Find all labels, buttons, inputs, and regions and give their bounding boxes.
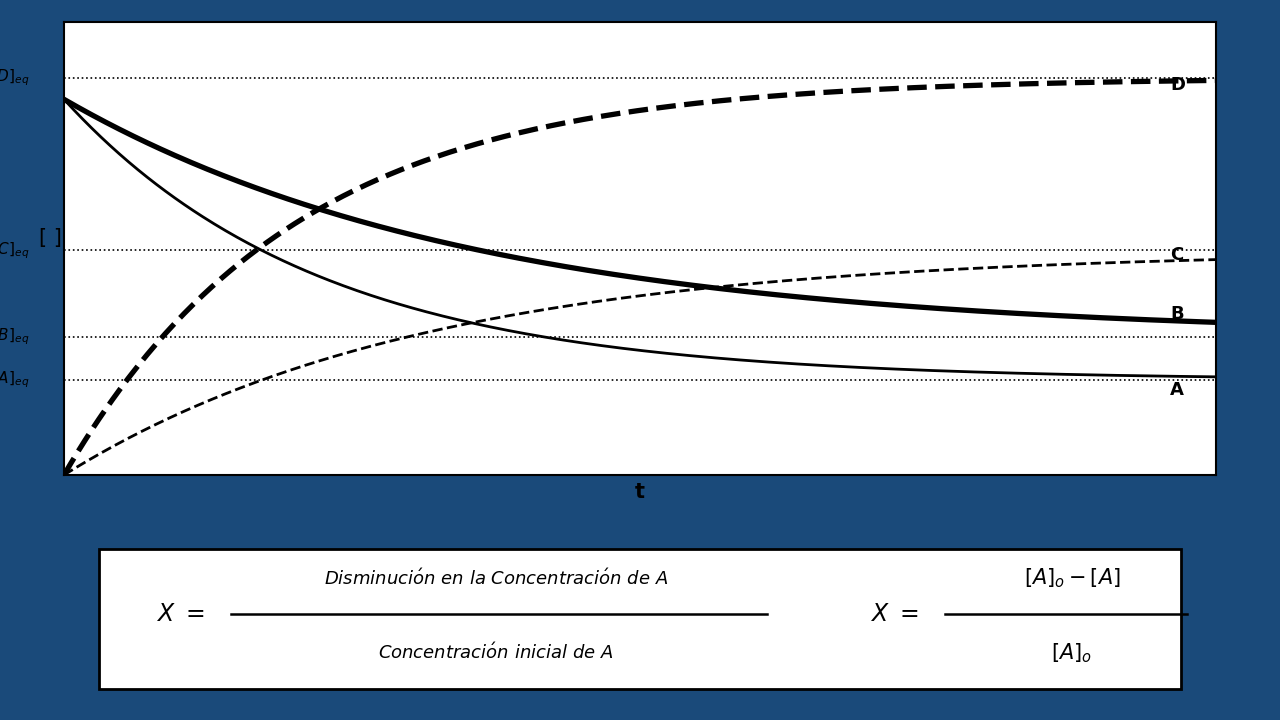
Text: $[A]_o$: $[A]_o$ <box>1051 642 1093 665</box>
Text: $[A]_{eq}$: $[A]_{eq}$ <box>0 369 29 390</box>
X-axis label: t: t <box>635 482 645 502</box>
Text: C: C <box>1170 246 1183 264</box>
FancyBboxPatch shape <box>99 549 1181 689</box>
Text: B: B <box>1170 305 1184 323</box>
Text: $[D]_{eq}$: $[D]_{eq}$ <box>0 68 29 88</box>
Text: $[B]_{eq}$: $[B]_{eq}$ <box>0 326 29 347</box>
Text: $\mathit{Concentraci\acute{o}n\ inicial\ de\ A}$: $\mathit{Concentraci\acute{o}n\ inicial\… <box>378 643 614 663</box>
Text: $\mathit{Disminuci\acute{o}n\ en\ la\ Concentraci\acute{o}n\ de\ A}$: $\mathit{Disminuci\acute{o}n\ en\ la\ Co… <box>324 568 668 589</box>
Text: $X\ =$: $X\ =$ <box>156 602 205 626</box>
Text: $X\ =$: $X\ =$ <box>870 602 919 626</box>
Y-axis label: [ ]: [ ] <box>38 228 61 248</box>
Text: A: A <box>1170 381 1184 399</box>
Text: $[A]_o - [A]$: $[A]_o - [A]$ <box>1024 567 1120 590</box>
Text: $[C]_{eq}$: $[C]_{eq}$ <box>0 240 29 261</box>
Text: D: D <box>1170 76 1185 94</box>
